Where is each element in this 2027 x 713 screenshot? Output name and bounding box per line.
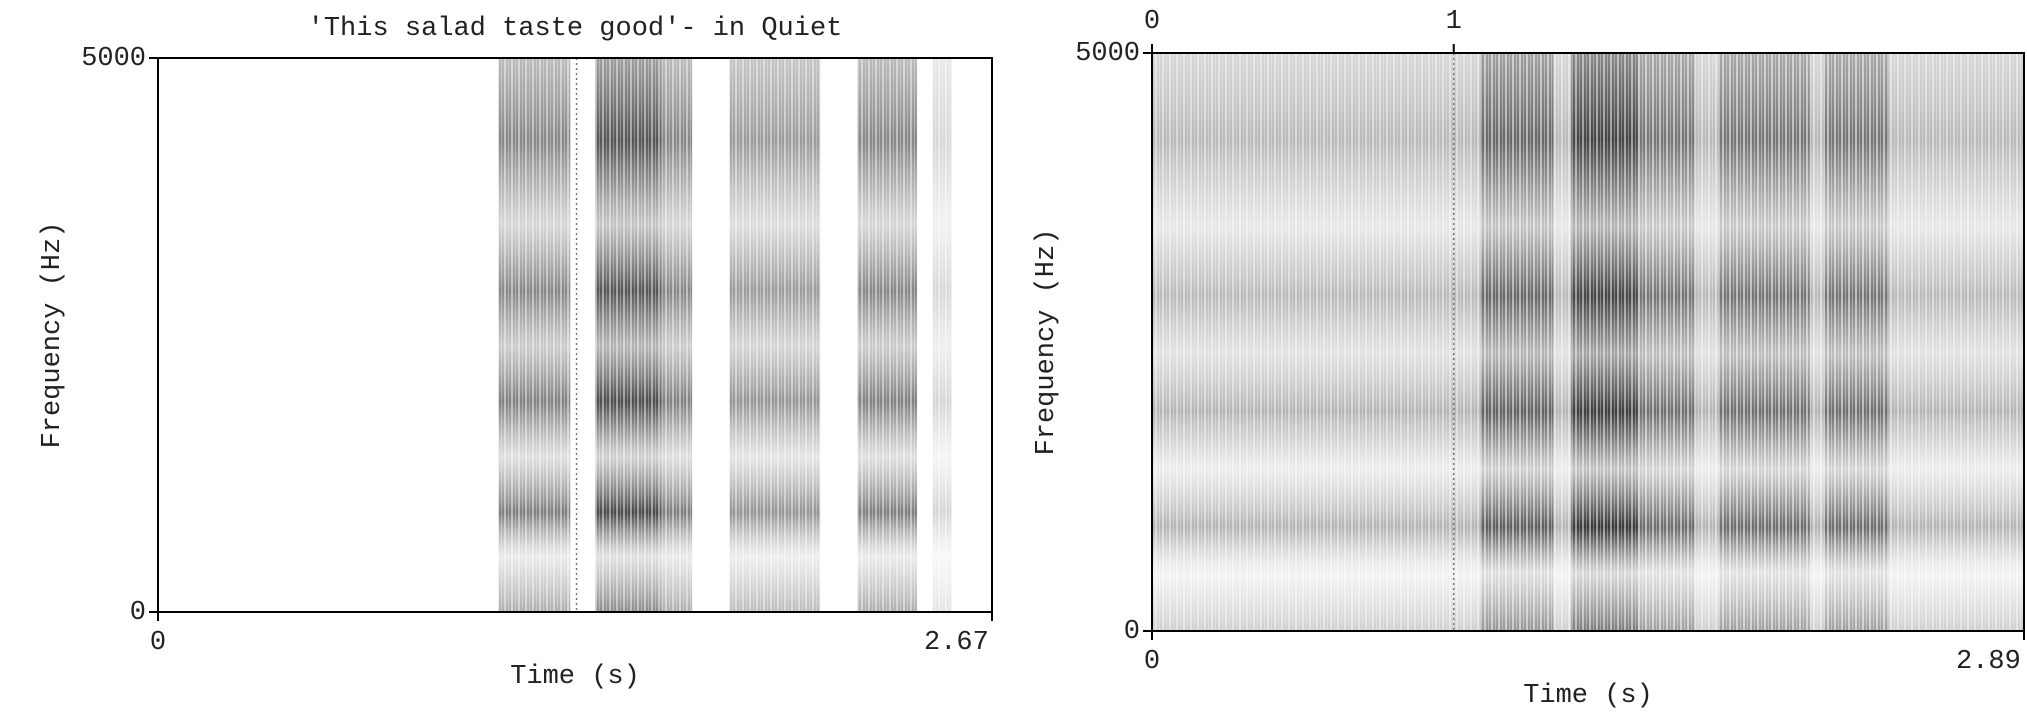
y-tick-label: 5000: [81, 44, 146, 74]
x-tick-label: 0: [150, 628, 166, 658]
spectral-texture: [932, 58, 952, 612]
chart-title: 'This salad taste good'- in Quiet: [308, 14, 843, 44]
x-axis-label: Time (s): [1523, 681, 1653, 711]
top-x-tick-label: 0: [1144, 7, 1160, 37]
y-tick-label: 0: [130, 598, 146, 628]
y-axis-label: Frequency (Hz): [38, 222, 68, 449]
spectral-texture: [595, 58, 661, 612]
spectral-texture: [1824, 53, 1889, 631]
spectral-texture: [660, 58, 693, 612]
y-tick-label: 0: [1124, 617, 1140, 647]
x-tick-label: 0: [1144, 647, 1160, 677]
x-tick-label: 2.67: [924, 628, 989, 658]
y-tick-label: 5000: [1075, 39, 1140, 69]
spectral-texture: [1637, 53, 1696, 631]
spectral-texture: [1719, 53, 1810, 631]
x-axis-label: Time (s): [510, 662, 640, 692]
plot-frame: [157, 57, 993, 613]
spectral-texture: [498, 58, 571, 612]
spectral-texture: [729, 58, 821, 612]
spectral-texture: [857, 58, 918, 612]
y-axis-label: Frequency (Hz): [1032, 229, 1062, 456]
top-x-tick-label: 1: [1446, 7, 1462, 37]
plot-frame: [1151, 52, 2025, 632]
x-tick-label: 2.89: [1956, 647, 2021, 677]
spectral-texture: [1480, 53, 1554, 631]
spectral-texture: [1571, 53, 1638, 631]
